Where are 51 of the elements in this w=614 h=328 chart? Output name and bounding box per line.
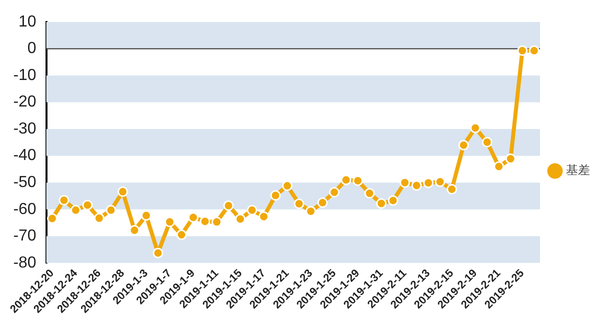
- point: [235, 214, 246, 224]
- point: [188, 212, 199, 223]
- y-tick-label: -30: [13, 120, 36, 138]
- point: [140, 210, 152, 221]
- point: [106, 204, 116, 216]
- y-tick-label: 10: [18, 13, 36, 30]
- point: [329, 186, 340, 198]
- point: [317, 197, 328, 208]
- point: [494, 161, 504, 172]
- point: [306, 206, 316, 216]
- point: [70, 204, 81, 216]
- point: [446, 184, 458, 195]
- point: [46, 213, 58, 224]
- point: [94, 212, 104, 224]
- point: [388, 195, 398, 206]
- point: [212, 216, 222, 228]
- point: [482, 136, 492, 148]
- point: [340, 174, 352, 186]
- point: [176, 230, 187, 240]
- point: [258, 211, 270, 222]
- point: [246, 204, 258, 216]
- y-tick-label: -70: [13, 228, 36, 245]
- y-tick-label: 0: [27, 40, 36, 58]
- point: [58, 195, 70, 206]
- point: [458, 140, 469, 150]
- point: [200, 216, 210, 227]
- point: [82, 200, 93, 210]
- point: [223, 200, 234, 211]
- point: [470, 122, 481, 134]
- y-tick-label: -10: [13, 66, 36, 84]
- point: [117, 186, 128, 197]
- point: [423, 178, 434, 188]
- point: [152, 248, 164, 258]
- point: [505, 154, 516, 164]
- y-tick-label: -80: [13, 254, 36, 272]
- point: [400, 177, 410, 188]
- legend-label: 基差: [566, 163, 590, 178]
- point: [517, 45, 528, 56]
- point: [434, 176, 446, 188]
- y-tick-label: -40: [13, 147, 36, 164]
- point: [411, 180, 422, 191]
- point: [270, 190, 281, 201]
- point: [376, 198, 387, 209]
- point: [282, 180, 293, 192]
- point: [294, 198, 304, 209]
- y-tick-label: -20: [13, 94, 36, 111]
- point: [364, 188, 375, 199]
- y-tick-label: -50: [13, 174, 36, 191]
- point: [129, 224, 140, 236]
- point: [528, 45, 540, 56]
- y-tick-label: -60: [13, 200, 36, 218]
